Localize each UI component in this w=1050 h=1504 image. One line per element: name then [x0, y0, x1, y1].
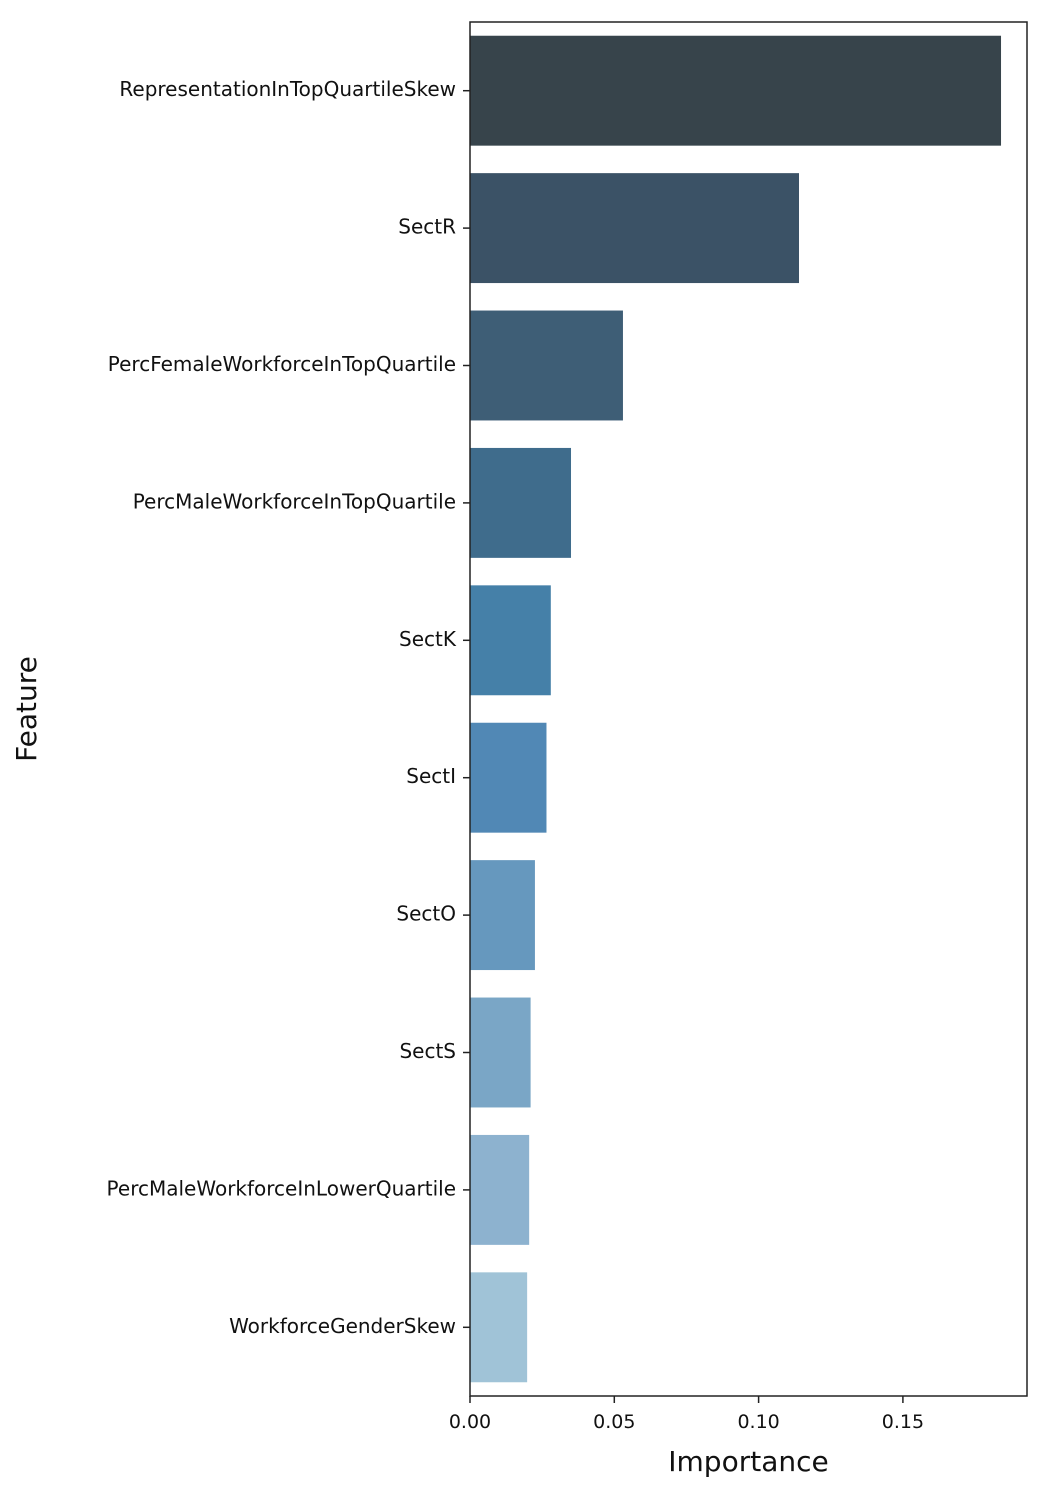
bar-SectS	[470, 997, 531, 1108]
y-tick-label: SectR	[398, 215, 456, 239]
bar-SectK	[470, 585, 551, 696]
bar-RepresentationInTopQuartileSkew	[470, 35, 1002, 146]
y-tick-label: RepresentationInTopQuartileSkew	[119, 77, 456, 101]
bar-PercFemaleWorkforceInTopQuartile	[470, 310, 623, 421]
y-axis-title: Feature	[10, 656, 43, 762]
bar-SectR	[470, 173, 800, 284]
y-tick-label: PercFemaleWorkforceInTopQuartile	[108, 352, 456, 376]
bar-PercMaleWorkforceInLowerQuartile	[470, 1134, 530, 1245]
y-tick-label: SectS	[399, 1039, 456, 1063]
y-tick-label: PercMaleWorkforceInLowerQuartile	[107, 1176, 456, 1200]
plot-frame	[469, 21, 1028, 1397]
x-tick-label: 0.10	[737, 1411, 779, 1433]
y-tick-label: PercMaleWorkforceInTopQuartile	[133, 489, 456, 513]
bar-SectO	[470, 860, 535, 971]
x-tick-label: 0.00	[449, 1411, 491, 1433]
x-tick-label: 0.05	[593, 1411, 635, 1433]
y-tick-label: SectI	[406, 764, 456, 788]
y-tick-label: SectK	[399, 627, 457, 651]
x-tick-label: 0.15	[882, 1411, 924, 1433]
x-axis-title: Importance	[668, 1445, 828, 1478]
y-tick-label: WorkforceGenderSkew	[229, 1314, 456, 1338]
bar-SectI	[470, 722, 547, 833]
bar-PercMaleWorkforceInTopQuartile	[470, 447, 572, 558]
y-tick-label: SectO	[396, 902, 456, 926]
bar-WorkforceGenderSkew	[470, 1272, 528, 1383]
